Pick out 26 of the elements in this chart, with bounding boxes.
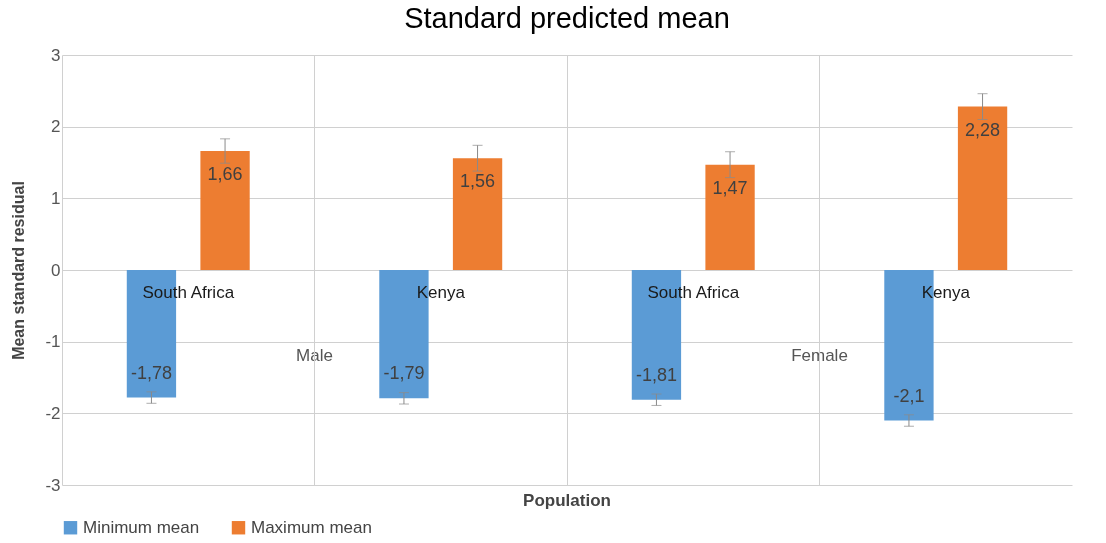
annotation: Female bbox=[791, 346, 848, 365]
annotation: Male bbox=[296, 346, 333, 365]
y-tick-label: 2 bbox=[51, 117, 61, 137]
data-label: 1,66 bbox=[207, 164, 243, 185]
x-axis-title: Population bbox=[523, 491, 611, 510]
y-axis-title: Mean standard residual bbox=[10, 181, 28, 360]
y-tick-label: 0 bbox=[51, 260, 61, 280]
data-label: 2,28 bbox=[965, 119, 1001, 140]
y-tick-label: -3 bbox=[45, 475, 61, 495]
legend-label: Maximum mean bbox=[251, 517, 372, 537]
data-label: -1,79 bbox=[383, 363, 425, 384]
y-tick-label: -1 bbox=[45, 332, 61, 352]
bar bbox=[452, 158, 503, 270]
data-label: -1,81 bbox=[635, 364, 677, 385]
data-label: 1,56 bbox=[460, 171, 496, 192]
bar bbox=[957, 106, 1008, 270]
data-label: 1,47 bbox=[712, 177, 748, 198]
y-tick-label: 3 bbox=[51, 45, 61, 65]
data-label: -1,78 bbox=[130, 362, 172, 383]
chart-title: Standard predicted mean bbox=[404, 2, 730, 34]
bar bbox=[200, 151, 250, 270]
y-tick-label: -2 bbox=[45, 403, 61, 423]
legend-label: Minimum mean bbox=[83, 517, 200, 537]
bar bbox=[705, 164, 755, 270]
y-tick-label: 1 bbox=[51, 188, 61, 208]
data-label: -2,1 bbox=[893, 385, 925, 406]
